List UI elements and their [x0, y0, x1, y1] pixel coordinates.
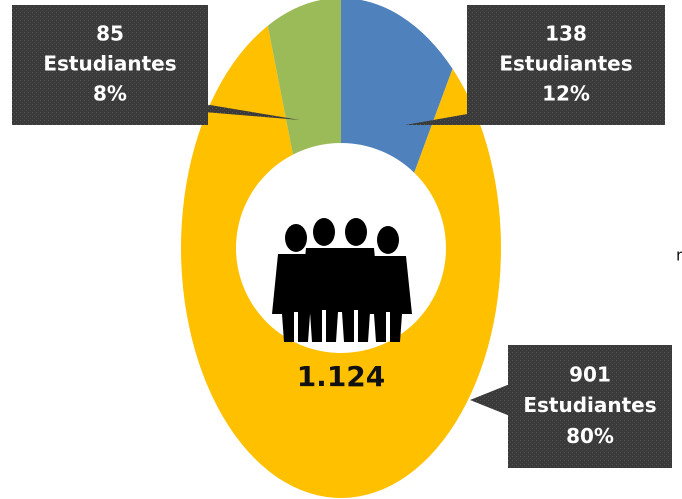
- percent-label: 12%: [542, 82, 590, 106]
- unit-label: Estudiantes: [499, 52, 632, 76]
- side-text: n: [676, 246, 682, 265]
- total-label: 1.124: [297, 360, 386, 393]
- donut-segment: [180, 25, 502, 499]
- donut-segment: [341, 0, 453, 173]
- unit-label: Estudiantes: [43, 52, 176, 76]
- donut-segment: [267, 0, 341, 155]
- callout-box: [508, 345, 672, 468]
- callout-box: [12, 5, 208, 125]
- percent-label: 8%: [93, 82, 127, 106]
- callout-box: [467, 5, 665, 125]
- unit-label: Estudiantes: [523, 393, 656, 417]
- callout-pointer: [180, 105, 300, 120]
- value-label: 138: [545, 22, 587, 46]
- people-icon: [272, 218, 412, 342]
- donut: [180, 0, 502, 499]
- value-label: 85: [96, 22, 124, 46]
- percent-label: 80%: [566, 424, 614, 448]
- callout-pointer: [470, 380, 520, 420]
- value-label: 901: [569, 362, 611, 386]
